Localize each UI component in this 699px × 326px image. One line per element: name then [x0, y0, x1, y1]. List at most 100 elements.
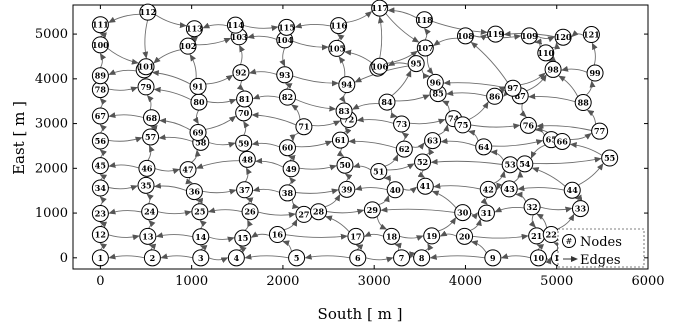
node-84: 84: [378, 93, 396, 111]
node-label: 10: [533, 253, 545, 263]
node-98: 98: [544, 60, 562, 78]
edge-61-72: [343, 127, 352, 135]
node-50: 50: [336, 156, 354, 174]
edge-118-119: [432, 20, 488, 35]
node-label: 23: [95, 209, 107, 219]
node-120: 120: [554, 28, 572, 46]
edge-73-74: [409, 118, 446, 125]
node-label: 71: [298, 122, 309, 132]
node-circle: [601, 149, 619, 167]
edge-116-115: [294, 22, 331, 29]
node-label: 73: [396, 119, 408, 129]
node-label: 19: [426, 231, 438, 241]
y-tick-label: 5000: [35, 27, 68, 42]
edge-26-27: [257, 211, 296, 218]
edge-87-98: [526, 74, 547, 92]
node-82: 82: [278, 88, 296, 106]
node-label: 93: [279, 70, 291, 80]
edge-46-57: [147, 144, 155, 161]
node-53: 53: [501, 156, 519, 174]
node-13: 13: [139, 227, 157, 245]
edge-75-86: [468, 101, 489, 121]
edge-92-81: [236, 80, 245, 91]
node-label: 101: [138, 62, 155, 72]
node-label: 21: [531, 231, 542, 241]
y-tick-label: 3000: [35, 117, 68, 132]
node-5: 5: [288, 249, 306, 267]
edge-30-31: [470, 212, 479, 220]
node-label: 62: [399, 144, 410, 154]
node-label: 28: [313, 207, 325, 217]
edge-2-1: [108, 253, 145, 260]
edge-59-70: [243, 120, 250, 136]
node-label: 87: [515, 91, 526, 101]
node-label: 34: [95, 183, 107, 193]
node-circle: [91, 36, 109, 54]
node-22: 22: [542, 226, 560, 244]
edge-52-63: [425, 147, 435, 156]
edge-5-4: [244, 253, 289, 260]
edge-44-43: [517, 185, 565, 192]
node-circle: [386, 181, 404, 199]
node-label: 9: [490, 253, 496, 263]
node-circle: [582, 26, 600, 44]
edge-32-31: [494, 206, 525, 213]
edge-6-17: [355, 244, 364, 251]
node-105: 105: [328, 39, 346, 57]
edge-32-43: [515, 191, 527, 203]
node-label: 54: [519, 159, 531, 169]
node-66: 66: [553, 132, 571, 150]
x-axis-title: South [ m ]: [318, 305, 403, 323]
node-100: 100: [91, 36, 109, 54]
node-111: 111: [91, 16, 109, 34]
node-circle: [523, 198, 541, 216]
node-18: 18: [383, 227, 401, 245]
node-circle: [139, 227, 157, 245]
edge-102-101: [153, 49, 181, 64]
edge-69-68: [159, 117, 191, 131]
node-4: 4: [227, 249, 245, 267]
node-label: 110: [537, 48, 554, 58]
edge-14-25: [199, 220, 207, 230]
node-circle: [288, 249, 306, 267]
node-81: 81: [236, 90, 254, 108]
node-label: 1: [98, 253, 104, 263]
edge-53-52: [430, 158, 503, 165]
node-circle: [553, 132, 571, 150]
edge-43-42: [496, 182, 503, 191]
edge-108-119: [473, 33, 488, 41]
edge-65-54: [530, 144, 546, 159]
node-77: 77: [591, 122, 609, 140]
edge-60-61: [295, 140, 333, 148]
x-tick-label: 3000: [358, 274, 391, 289]
edge-24-25: [157, 210, 192, 217]
node-label: 72: [343, 115, 354, 125]
edge-62-63: [411, 142, 425, 150]
edge-93-94: [292, 75, 339, 87]
node-label: 27: [298, 209, 309, 219]
node-110: 110: [537, 44, 555, 62]
edge-38-37: [252, 186, 280, 193]
node-circle: [456, 227, 474, 245]
edge-22-32: [536, 213, 548, 229]
y-tick-label: 4000: [35, 72, 68, 87]
edge-54-55: [532, 156, 602, 165]
legend-node-symbol-text: #: [566, 237, 573, 246]
node-24: 24: [141, 203, 159, 221]
node-circle: [91, 132, 109, 150]
edge-10-9: [500, 253, 531, 260]
node-label: 69: [192, 128, 204, 138]
node-circle: [189, 124, 207, 142]
edge-7-18: [394, 242, 402, 251]
node-102: 102: [179, 37, 197, 55]
node-68: 68: [142, 109, 160, 127]
edge-2-13: [148, 243, 157, 251]
edge-47-58: [191, 149, 201, 163]
edge-60-59: [251, 140, 280, 148]
node-label: 59: [238, 138, 250, 148]
node-circle: [363, 201, 381, 219]
node-label: 42: [483, 184, 494, 194]
node-circle: [179, 161, 197, 179]
node-46: 46: [138, 159, 156, 177]
node-label: 114: [227, 20, 244, 30]
